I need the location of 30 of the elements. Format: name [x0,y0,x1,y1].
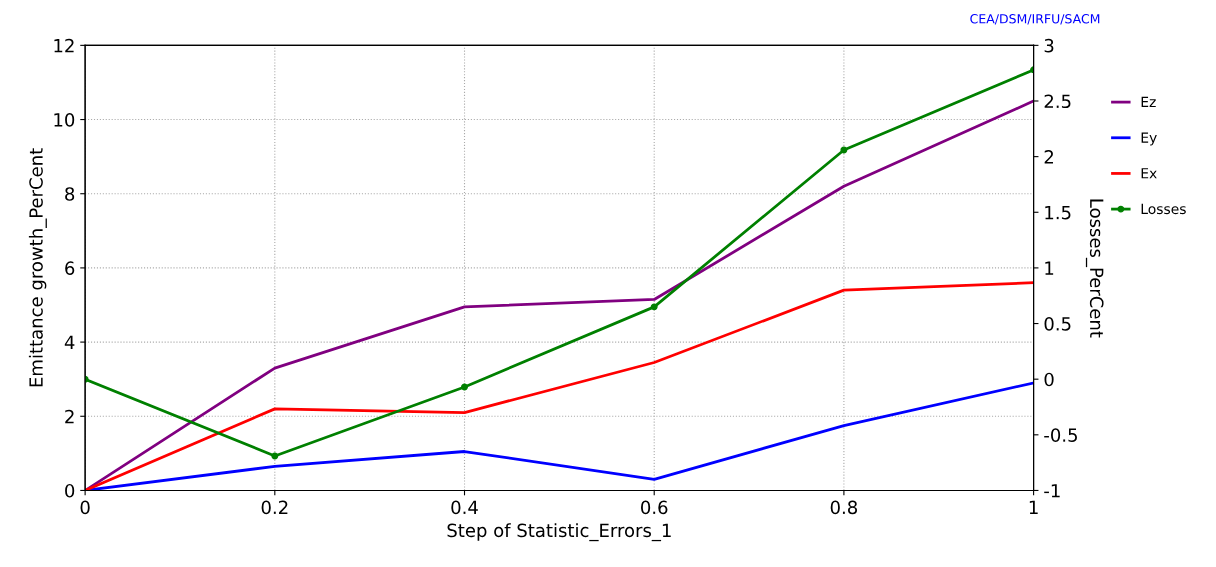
x-axis-title: Step of Statistic_Errors_1 [447,523,671,542]
y-tick-label: 12 [54,38,74,53]
y2-tick-label: 1 [1045,261,1054,275]
legend-label: Ex [1141,168,1157,179]
y-tick-label: 0 [65,483,75,498]
y2-tick-label: 0 [1044,372,1054,387]
y-axis-title: Emittance growth_PerCent [28,148,47,387]
y2-tick-label: -1 [1044,484,1060,498]
y2-tick-label: 1.5 [1045,205,1071,220]
y2-tick-label: 2.5 [1044,94,1071,109]
legend-label: Ey [1141,132,1157,146]
y2-tick-label: 0.5 [1044,317,1071,331]
x-tick-label: 0 [80,500,90,515]
y-tick-label: 4 [64,335,75,349]
x-tick-label: 0.6 [641,500,668,515]
legend-label: Losses [1141,203,1186,215]
y2-tick-label: 3 [1044,38,1054,53]
x-tick-label: 0.4 [451,500,478,515]
text: CEA/DSM/IRFU/SACM [970,14,1100,25]
y2-tick-label: -0.5 [1044,428,1077,442]
x-tick-label: 1 [1029,500,1038,514]
y2-tick-label: 2 [1044,150,1053,164]
y-tick-label: 2 [65,409,74,424]
y2-axis-title: Losses_PerCent [1085,199,1104,338]
y-tick-label: 8 [65,187,75,201]
y-tick-label: 10 [54,113,75,127]
legend-label: Ez [1141,96,1156,107]
x-tick-label: 0.8 [830,500,858,515]
x-tick-label: 0.2 [261,500,288,515]
y-tick-label: 6 [65,261,75,276]
